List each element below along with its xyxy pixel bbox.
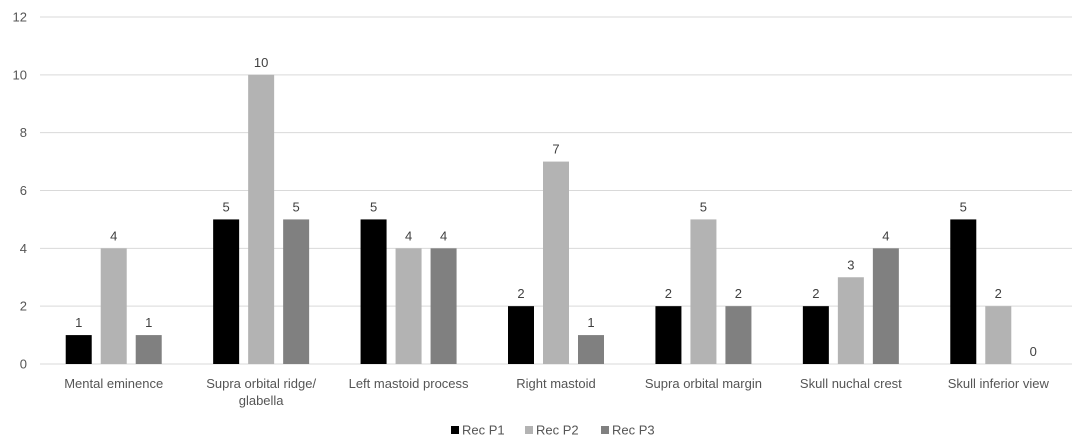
bar <box>395 248 422 364</box>
bar <box>802 306 829 364</box>
bar <box>135 335 162 364</box>
y-tick-label: 0 <box>20 357 27 372</box>
bar <box>872 248 899 364</box>
y-tick-label: 8 <box>20 125 27 140</box>
data-label: 4 <box>882 228 889 243</box>
data-label: 4 <box>110 228 117 243</box>
bar <box>430 248 457 364</box>
data-label: 2 <box>735 286 742 301</box>
legend-item: Rec P2 <box>525 423 579 438</box>
legend-label: Rec P1 <box>462 423 505 438</box>
data-label: 1 <box>75 315 82 330</box>
category-label: Supra orbital margin <box>645 376 762 391</box>
data-label: 2 <box>665 286 672 301</box>
bar <box>578 335 604 364</box>
bar <box>690 219 717 364</box>
data-label: 5 <box>370 199 377 214</box>
data-label: 5 <box>700 199 707 214</box>
legend-swatch <box>525 426 533 434</box>
category-label: glabella <box>239 393 285 408</box>
data-label: 2 <box>812 286 819 301</box>
legend-item: Rec P3 <box>601 423 655 438</box>
legend-swatch <box>451 426 459 434</box>
bar <box>950 219 977 364</box>
bar <box>508 306 534 364</box>
bar <box>100 248 127 364</box>
category-label: Mental eminence <box>64 376 163 391</box>
data-label: 2 <box>995 286 1002 301</box>
bar <box>283 219 310 364</box>
bars <box>65 74 1012 364</box>
bar <box>725 306 752 364</box>
category-label: Left mastoid process <box>349 376 469 391</box>
y-tick-label: 6 <box>20 183 27 198</box>
category-label: Right mastoid <box>516 376 595 391</box>
category-labels: Mental eminence Supra orbital ridge/glabe… <box>64 376 1049 408</box>
data-label: 3 <box>847 257 854 272</box>
data-label: 10 <box>254 55 268 70</box>
bar <box>360 219 387 364</box>
y-tick-label: 12 <box>13 10 27 25</box>
y-axis-ticks: 0 2 4 6 8 10 12 <box>13 10 27 372</box>
legend-label: Rec P3 <box>612 423 655 438</box>
bar <box>655 306 682 364</box>
data-label: 0 <box>1030 344 1037 359</box>
bar <box>248 74 275 364</box>
bar <box>837 277 864 364</box>
data-label: 5 <box>293 199 300 214</box>
legend-item: Rec P1 <box>451 423 505 438</box>
data-label: 7 <box>552 142 559 157</box>
y-tick-label: 4 <box>20 241 27 256</box>
category-label: Skull inferior view <box>948 376 1050 391</box>
data-label: 4 <box>405 228 412 243</box>
data-label: 5 <box>960 199 967 214</box>
y-tick-label: 10 <box>13 67 27 82</box>
legend-label: Rec P2 <box>536 423 579 438</box>
bar <box>543 161 569 364</box>
bar <box>985 306 1012 364</box>
data-label: 4 <box>440 228 447 243</box>
data-label: 5 <box>223 199 230 214</box>
data-label: 2 <box>517 286 524 301</box>
legend-swatch <box>601 426 609 434</box>
y-tick-label: 2 <box>20 299 27 314</box>
category-label: Supra orbital ridge/ <box>206 376 316 391</box>
bar <box>65 335 92 364</box>
legend: Rec P1 Rec P2 Rec P3 <box>451 423 655 438</box>
data-label: 1 <box>587 315 594 330</box>
data-label: 1 <box>145 315 152 330</box>
bar <box>213 219 240 364</box>
category-label: Skull nuchal crest <box>800 376 902 391</box>
